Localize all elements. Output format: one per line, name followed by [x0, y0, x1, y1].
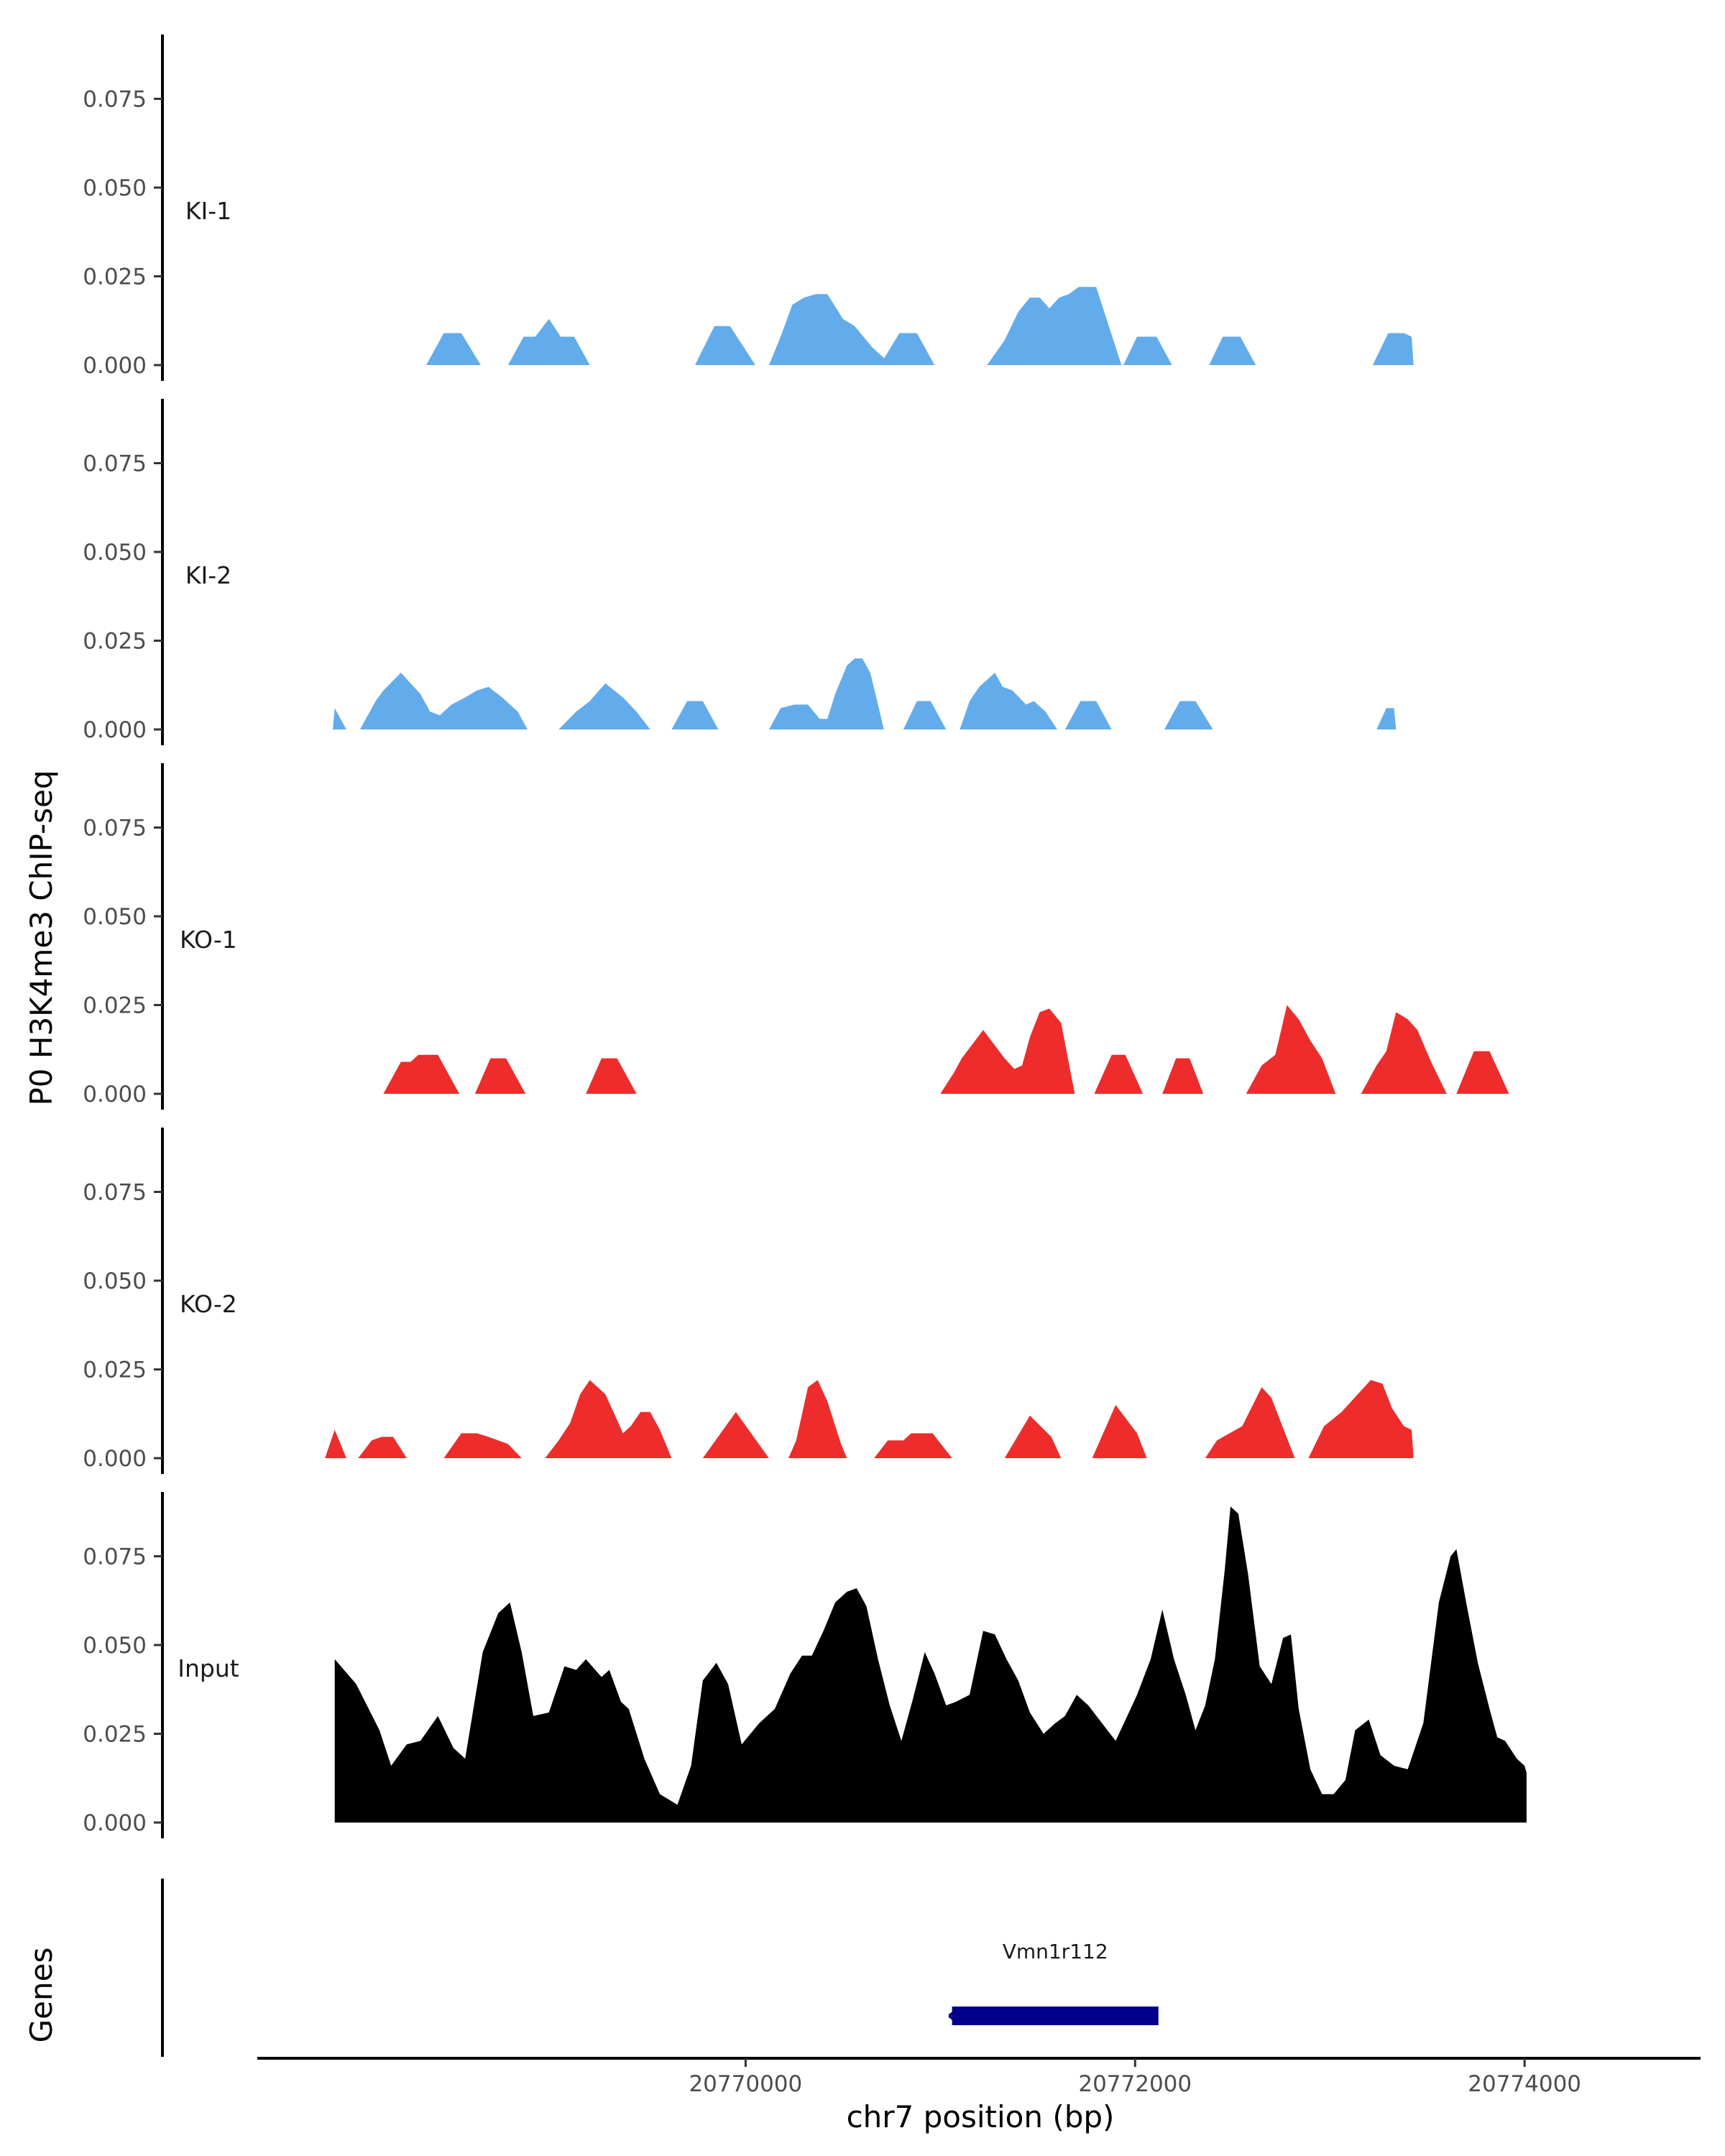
y-tick-label: 0.000	[83, 1810, 147, 1836]
peak-area	[558, 683, 650, 729]
track-label: KI-2	[185, 561, 231, 589]
y-tick-label: 0.050	[83, 175, 147, 201]
peak-area	[768, 294, 892, 365]
peak-area	[383, 1054, 460, 1094]
peak-area	[671, 701, 719, 729]
peak-area	[903, 701, 947, 729]
peak-area	[1246, 1005, 1336, 1094]
track-ki-1: 0.000 0.025 0.050 0.075 KI-1	[83, 34, 1414, 381]
peak-area	[694, 326, 755, 365]
track-input: 0.000 0.025 0.050 0.075 Input	[83, 1492, 1527, 1838]
peak-area	[1209, 336, 1256, 365]
gene-panel: Vmn1r112	[161, 1879, 1159, 2057]
peak-area	[940, 1008, 1075, 1094]
strand-arrow	[948, 2009, 957, 2023]
y-tick-label: 0.025	[83, 1722, 147, 1748]
track-ko-2: 0.000 0.025 0.050 0.075 KO-2	[83, 1128, 1414, 1474]
peak-area	[1064, 701, 1112, 729]
peak-area	[1164, 701, 1213, 729]
x-tick-label: 20770000	[689, 2071, 802, 2097]
y-tick-label: 0.050	[83, 540, 147, 566]
peak-area	[325, 1429, 346, 1458]
x-tick-label: 20772000	[1078, 2071, 1192, 2097]
peak-area	[788, 1380, 847, 1458]
peak-area	[960, 673, 1057, 729]
peak-area	[1376, 708, 1397, 729]
track-label: Input	[178, 1654, 239, 1682]
peak-area	[1094, 1054, 1144, 1094]
peak-area	[1004, 1415, 1062, 1458]
x-axis-title: chr7 position (bp)	[847, 2099, 1115, 2134]
x-tick-label: 20774000	[1468, 2071, 1581, 2097]
y-tick-label: 0.025	[83, 264, 147, 290]
peak-area	[1205, 1387, 1295, 1458]
peak-area	[1092, 1404, 1147, 1458]
track-ko-1: 0.000 0.025 0.050 0.075 KO-1	[83, 763, 1509, 1110]
y-tick-label: 0.025	[83, 1358, 147, 1383]
y-tick-label: 0.000	[83, 1082, 147, 1107]
peak-area	[426, 333, 481, 365]
y-tick-label: 0.050	[83, 1633, 147, 1659]
peak-area	[443, 1433, 522, 1458]
coverage-area	[334, 1506, 1527, 1823]
y-tick-label: 0.050	[83, 1268, 147, 1294]
peak-area	[1162, 1058, 1204, 1094]
track-ki-2: 0.000 0.025 0.050 0.075 KI-2	[83, 399, 1397, 745]
peak-area	[474, 1058, 526, 1094]
y-tick-label: 0.050	[83, 904, 147, 930]
peak-area	[1123, 336, 1172, 365]
peak-area	[880, 333, 935, 365]
peak-area	[507, 318, 590, 365]
x-axis: 20770000 20772000 20774000	[257, 2057, 1701, 2097]
y-tick-label: 0.075	[83, 1544, 147, 1570]
y-tick-label: 0.025	[83, 993, 147, 1019]
y-tick-label: 0.000	[83, 353, 147, 379]
y-tick-label: 0.000	[83, 717, 147, 743]
peak-area	[1372, 333, 1414, 365]
peak-area	[1361, 1012, 1447, 1094]
y-tick-label: 0.000	[83, 1446, 147, 1472]
gene-panel-title: Genes	[24, 1948, 59, 2043]
track-label: KO-2	[180, 1290, 237, 1318]
peak-area	[1308, 1380, 1414, 1458]
peak-area	[359, 673, 528, 729]
peak-area	[702, 1411, 769, 1458]
peak-area	[874, 1433, 952, 1458]
y-tick-label: 0.075	[83, 816, 147, 842]
peak-area	[333, 708, 346, 729]
y-tick-label: 0.075	[83, 1180, 147, 1206]
y-axis-title: P0 H3K4me3 ChIP-seq	[24, 770, 59, 1105]
track-panels: 0.0000.0250.0500.075KI-10.0000.0250.0500…	[83, 34, 1527, 1838]
y-tick-label: 0.025	[83, 629, 147, 655]
peak-area	[586, 1058, 637, 1094]
track-label: KI-1	[185, 197, 231, 225]
gene-body	[952, 2007, 1159, 2025]
y-tick-label: 0.075	[83, 451, 147, 477]
track-label: KO-1	[180, 926, 237, 954]
peak-area	[358, 1437, 407, 1458]
peak-area	[987, 287, 1122, 365]
peak-area	[768, 658, 884, 729]
y-tick-label: 0.075	[83, 87, 147, 113]
peak-area	[545, 1380, 672, 1458]
gene-label: Vmn1r112	[1003, 1940, 1108, 1963]
peak-area	[1456, 1051, 1509, 1094]
